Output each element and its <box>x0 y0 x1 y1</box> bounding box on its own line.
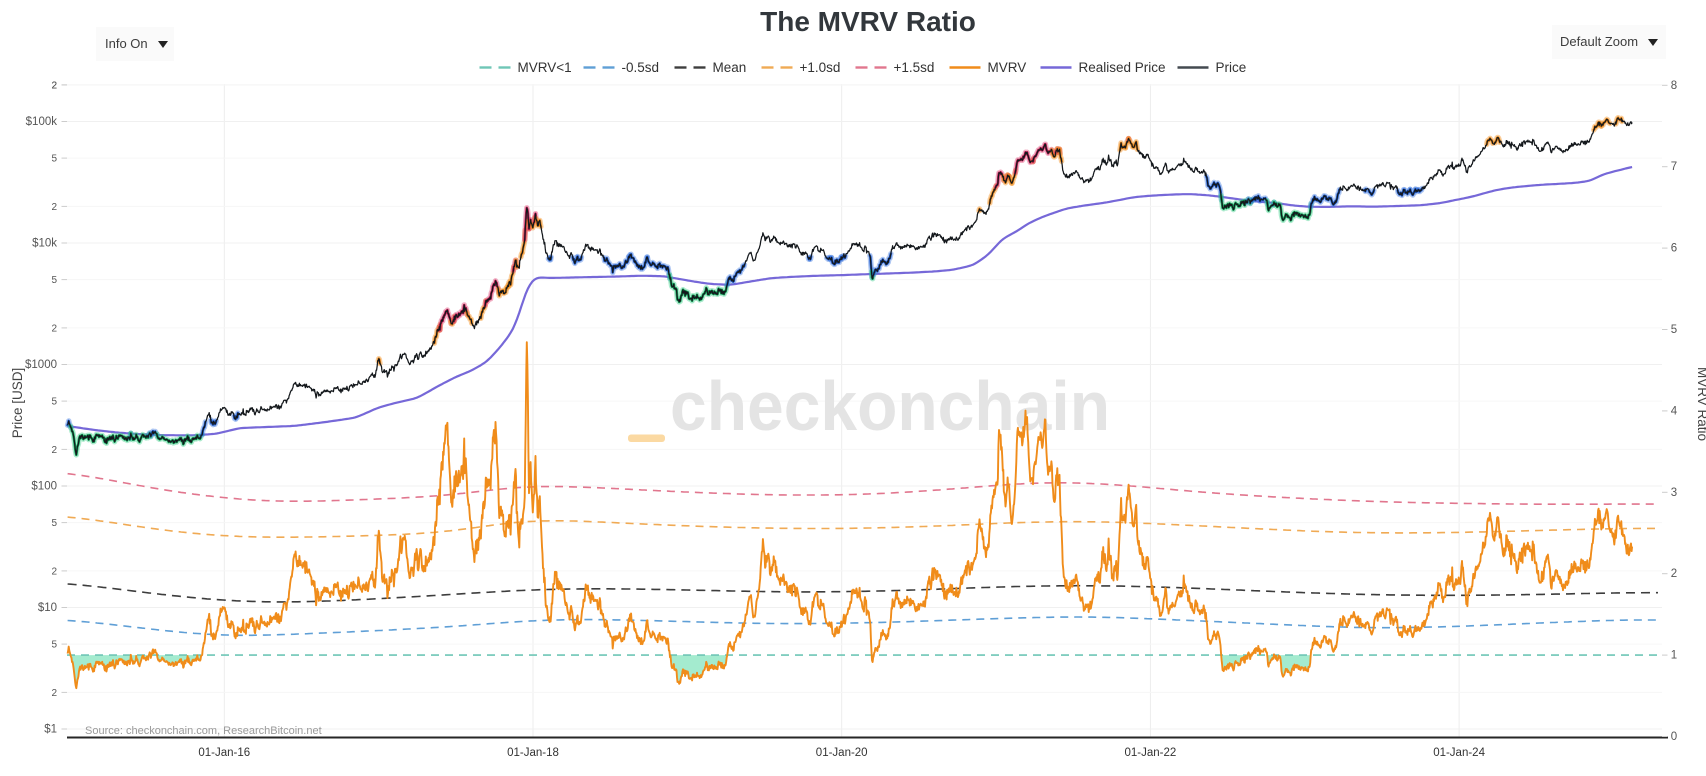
svg-text:checkonchain: checkonchain <box>670 367 1110 445</box>
svg-text:$1000: $1000 <box>25 359 57 371</box>
svg-text:2: 2 <box>51 202 57 213</box>
svg-text:1: 1 <box>1671 650 1677 662</box>
svg-text:MVRV: MVRV <box>988 60 1027 75</box>
svg-text:5: 5 <box>51 640 57 651</box>
svg-text:2: 2 <box>51 566 57 577</box>
svg-text:2: 2 <box>51 323 57 334</box>
svg-text:3: 3 <box>1671 487 1677 499</box>
svg-text:4: 4 <box>1671 405 1678 417</box>
svg-text:2: 2 <box>51 80 57 91</box>
svg-text:$100k: $100k <box>26 116 58 128</box>
svg-text:01-Jan-22: 01-Jan-22 <box>1125 747 1177 759</box>
svg-text:01-Jan-18: 01-Jan-18 <box>507 747 559 759</box>
svg-text:MVRV<1: MVRV<1 <box>518 60 572 75</box>
svg-text:5: 5 <box>51 518 57 529</box>
svg-text:Mean: Mean <box>713 60 747 75</box>
svg-text:MVRV Ratio: MVRV Ratio <box>1695 367 1706 441</box>
svg-text:$10k: $10k <box>32 238 57 250</box>
svg-text:5: 5 <box>51 154 57 165</box>
svg-text:Realised Price: Realised Price <box>1079 60 1166 75</box>
svg-text:+1.5sd: +1.5sd <box>894 60 935 75</box>
svg-text:5: 5 <box>51 397 57 408</box>
svg-text:2: 2 <box>51 688 57 699</box>
svg-text:01-Jan-16: 01-Jan-16 <box>198 747 250 759</box>
svg-text:01-Jan-20: 01-Jan-20 <box>816 747 868 759</box>
svg-text:5: 5 <box>51 275 57 286</box>
svg-text:Price: Price <box>1216 60 1247 75</box>
svg-text:6: 6 <box>1671 243 1677 255</box>
svg-text:Price [USD]: Price [USD] <box>10 368 25 439</box>
svg-text:2: 2 <box>51 445 57 456</box>
svg-text:+1.0sd: +1.0sd <box>800 60 841 75</box>
svg-text:5: 5 <box>1671 324 1677 336</box>
svg-text:Info On: Info On <box>105 36 148 51</box>
svg-text:Default Zoom: Default Zoom <box>1560 34 1638 49</box>
svg-text:$100: $100 <box>31 481 57 493</box>
svg-text:The MVRV Ratio: The MVRV Ratio <box>760 6 976 37</box>
svg-text:$1: $1 <box>44 724 57 736</box>
svg-text:$10: $10 <box>38 602 57 614</box>
svg-text:7: 7 <box>1671 161 1677 173</box>
svg-text:2: 2 <box>1671 568 1677 580</box>
svg-text:8: 8 <box>1671 80 1677 92</box>
svg-text:-0.5sd: -0.5sd <box>622 60 660 75</box>
svg-text:01-Jan-24: 01-Jan-24 <box>1433 747 1485 759</box>
svg-text:2: 2 <box>51 80 57 91</box>
svg-text:0: 0 <box>1671 731 1677 743</box>
svg-text:Source: checkonchain.com, Rese: Source: checkonchain.com, ResearchBitcoi… <box>85 725 322 737</box>
